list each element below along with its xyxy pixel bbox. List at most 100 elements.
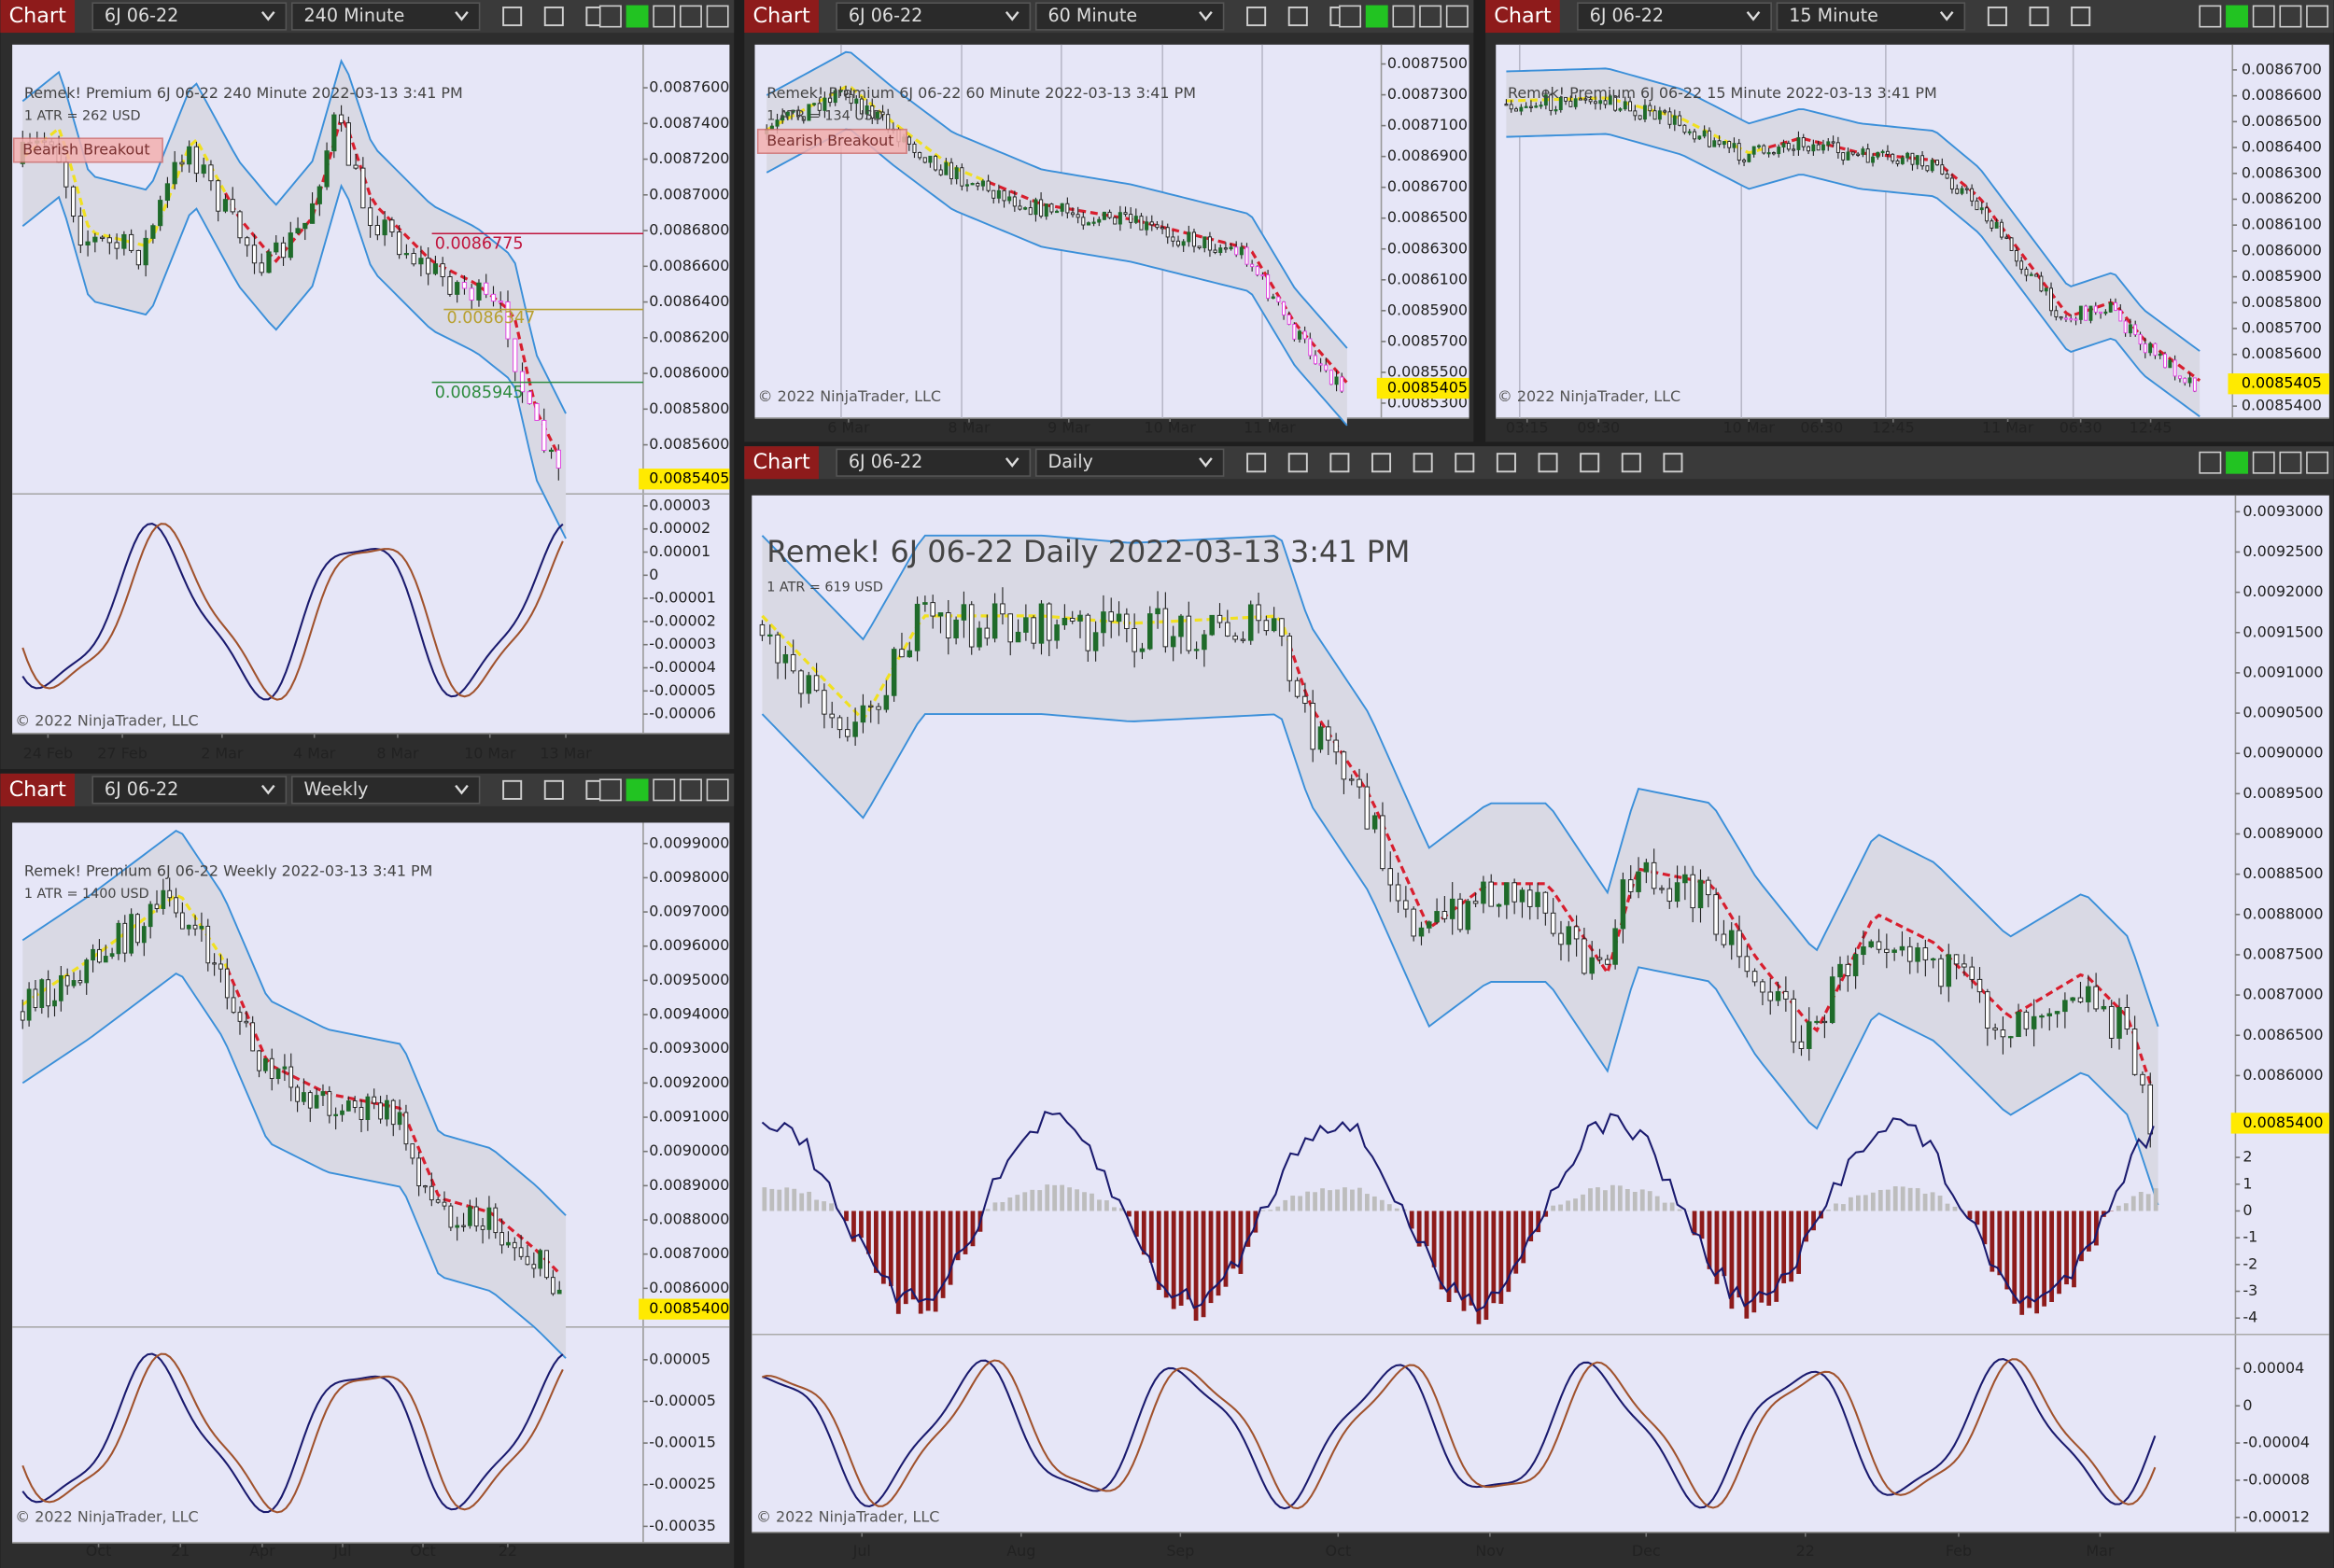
candle-body: [1985, 207, 1989, 222]
timeframe-dropdown[interactable]: [290, 776, 481, 805]
toolbar-icon[interactable]: [1987, 7, 2007, 27]
window-control[interactable]: [653, 5, 676, 28]
toolbar-icon[interactable]: [1580, 453, 1600, 473]
histogram-bar: [2072, 1211, 2076, 1288]
histogram-bar: [1937, 1196, 1943, 1211]
x-tick-label: 06:30: [1800, 419, 1843, 437]
toolbar-icon[interactable]: [1621, 453, 1641, 473]
histogram-bar: [762, 1187, 767, 1211]
toolbar-icon[interactable]: [1496, 453, 1516, 473]
toolbar-icon[interactable]: [1455, 453, 1475, 473]
x-tick-label: Oct: [410, 1542, 436, 1560]
candle-body: [212, 962, 217, 965]
window-control[interactable]: [2252, 451, 2275, 474]
toolbar-icon[interactable]: [1663, 453, 1683, 473]
chart-button[interactable]: [744, 446, 820, 480]
window-control[interactable]: [653, 778, 676, 802]
chart-button[interactable]: [0, 773, 76, 806]
window-control[interactable]: [679, 778, 702, 802]
candle-body: [1108, 611, 1114, 623]
histogram-bar: [1997, 1211, 2003, 1276]
window-control[interactable]: [2306, 5, 2329, 28]
candle-body: [1953, 954, 1960, 965]
toolbar-icon[interactable]: [1246, 453, 1267, 473]
timeframe-dropdown[interactable]: [290, 2, 481, 31]
histogram-bar: [1804, 1211, 1808, 1242]
window-control[interactable]: [706, 5, 729, 28]
window-control[interactable]: [1419, 5, 1442, 28]
toolbar-icon[interactable]: [543, 7, 564, 27]
histogram-bar: [1163, 1211, 1169, 1298]
toolbar-icon[interactable]: [2029, 7, 2049, 27]
toolbar-icon[interactable]: [1538, 453, 1558, 473]
candle-body: [1807, 146, 1810, 152]
candle-body: [1015, 631, 1021, 643]
toolbar-icon[interactable]: [1287, 453, 1308, 473]
toolbar-icon[interactable]: [1413, 453, 1433, 473]
candle-body: [1395, 884, 1401, 902]
window-control[interactable]: [2199, 5, 2222, 28]
candle-body: [302, 222, 308, 230]
toolbar-icon[interactable]: [1287, 7, 1308, 27]
histogram-bar: [1186, 1211, 1191, 1300]
envelope-band: [22, 831, 567, 1359]
instrument-dropdown[interactable]: [1577, 2, 1772, 31]
toolbar-icon[interactable]: [502, 779, 523, 800]
histogram-bar: [918, 1211, 923, 1314]
histogram-bar: [777, 1189, 782, 1211]
x-tick-label: 06:30: [2060, 419, 2102, 437]
window-control[interactable]: [598, 5, 622, 28]
timeframe-dropdown[interactable]: [1034, 2, 1225, 31]
candle-body: [447, 276, 453, 295]
badge: [12, 137, 163, 163]
candle-body: [280, 242, 287, 259]
window-control[interactable]: [1339, 5, 1362, 28]
toolbar-icon[interactable]: [502, 7, 523, 27]
timeframe-dropdown[interactable]: [1034, 448, 1225, 477]
toolbar-icon[interactable]: [1371, 453, 1392, 473]
window-control[interactable]: [598, 778, 622, 802]
candle-body: [2029, 273, 2033, 276]
window-control[interactable]: [2279, 5, 2302, 28]
instrument-dropdown[interactable]: [91, 2, 288, 31]
candle-body: [822, 690, 827, 715]
candle-body: [1895, 160, 1900, 164]
window-control[interactable]: [1392, 5, 1415, 28]
chart-button[interactable]: [1485, 0, 1560, 34]
histogram-bar: [1171, 1211, 1176, 1309]
candle-body: [1713, 894, 1719, 935]
window-control[interactable]: [2252, 5, 2275, 28]
window-control[interactable]: [626, 778, 649, 802]
window-control[interactable]: [2199, 451, 2222, 474]
window-control[interactable]: [1445, 5, 1469, 28]
candle-body: [1835, 142, 1840, 154]
window-control[interactable]: [1365, 5, 1388, 28]
instrument-dropdown[interactable]: [836, 448, 1032, 477]
histogram-bar: [1654, 1196, 1660, 1211]
window-control[interactable]: [2226, 451, 2248, 474]
toolbar-icon[interactable]: [543, 779, 564, 800]
window-control[interactable]: [679, 5, 702, 28]
instrument-dropdown[interactable]: [836, 2, 1032, 31]
toolbar-icon[interactable]: [1329, 453, 1350, 473]
timeframe-dropdown[interactable]: [1776, 2, 1966, 31]
candle-body: [1504, 882, 1510, 905]
window-control[interactable]: [626, 5, 649, 28]
window-control[interactable]: [2226, 5, 2248, 28]
candle-body: [2069, 317, 2074, 321]
window-control[interactable]: [2279, 451, 2302, 474]
chart-button[interactable]: [744, 0, 820, 34]
candle-body: [1821, 144, 1825, 151]
chart-button[interactable]: [0, 0, 76, 34]
candle-body: [2114, 301, 2117, 312]
window-control[interactable]: [2306, 451, 2329, 474]
candle-body: [129, 914, 134, 954]
instrument-dropdown[interactable]: [91, 776, 288, 805]
candle-body: [1910, 152, 1915, 165]
toolbar-icon[interactable]: [1246, 7, 1267, 27]
histogram-bar: [2079, 1211, 2084, 1262]
toolbar-icon[interactable]: [2071, 7, 2091, 27]
window-control[interactable]: [706, 778, 729, 802]
histogram-bar: [2019, 1211, 2025, 1315]
candle-body: [1976, 978, 1983, 993]
